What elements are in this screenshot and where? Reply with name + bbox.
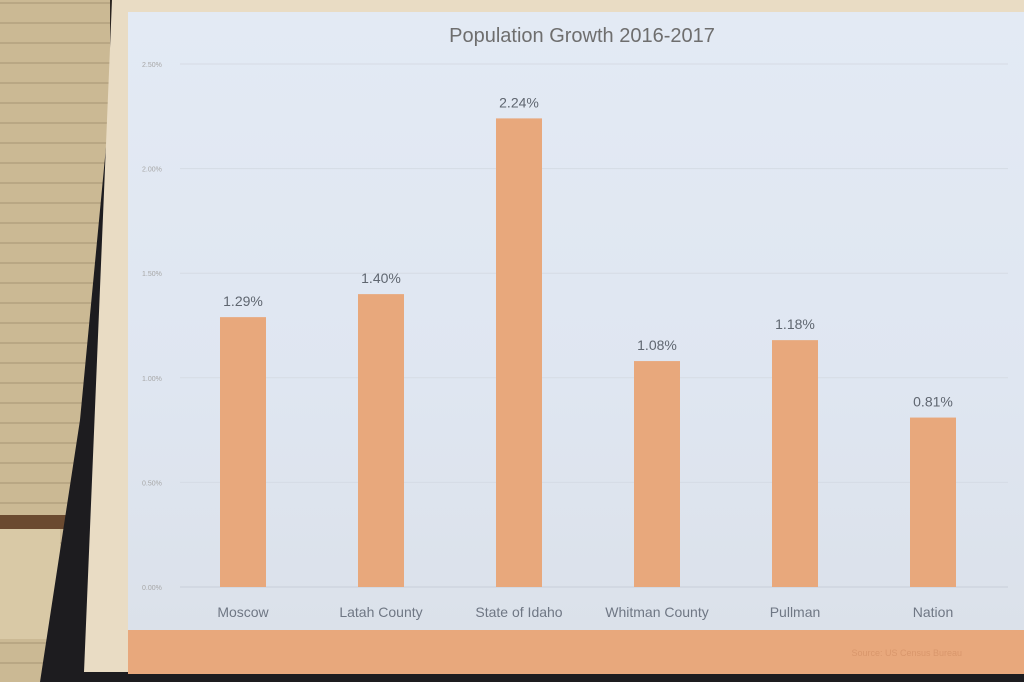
bars: [220, 118, 956, 587]
y-tick-label: 1.50%: [142, 271, 162, 278]
y-tick-label: 2.00%: [142, 167, 162, 174]
x-tick-label: Latah County: [339, 604, 422, 620]
bar: [772, 340, 818, 587]
x-axis-labels: Moscow Latah County State of Idaho Whitman …: [217, 604, 953, 620]
y-axis-ticks: 0.00% 0.50% 1.00% 1.50% 2.00% 2.50%: [142, 62, 162, 592]
x-tick-label: Whitman County: [605, 604, 708, 620]
gridlines: [180, 63, 1008, 588]
data-labels: 1.29% 1.40% 2.24% 1.08% 1.18% 0.81%: [223, 94, 953, 409]
data-label: 1.18%: [775, 316, 815, 332]
y-tick-label: 0.00%: [142, 585, 162, 592]
data-label: 2.24%: [499, 94, 539, 110]
x-tick-label: Nation: [913, 604, 953, 620]
x-tick-label: State of Idaho: [475, 604, 562, 620]
slide-footer-band: [128, 630, 1024, 674]
wall-trim: [0, 515, 70, 529]
y-tick-label: 2.50%: [142, 62, 162, 69]
source-note: Source: US Census Bureau: [851, 648, 962, 658]
x-tick-label: Pullman: [770, 604, 821, 620]
bar: [358, 294, 404, 587]
bar: [910, 417, 956, 587]
x-tick-label: Moscow: [217, 604, 269, 620]
y-tick-label: 1.00%: [142, 376, 162, 383]
data-label: 1.29%: [223, 293, 263, 309]
slide-background: [128, 12, 1024, 632]
bar: [634, 361, 680, 587]
bar: [220, 317, 266, 587]
data-label: 1.08%: [637, 337, 677, 353]
bar: [496, 118, 542, 587]
chart-title: Population Growth 2016-2017: [449, 25, 715, 47]
y-tick-label: 0.50%: [142, 480, 162, 487]
data-label: 1.40%: [361, 270, 401, 286]
data-label: 0.81%: [913, 394, 953, 410]
